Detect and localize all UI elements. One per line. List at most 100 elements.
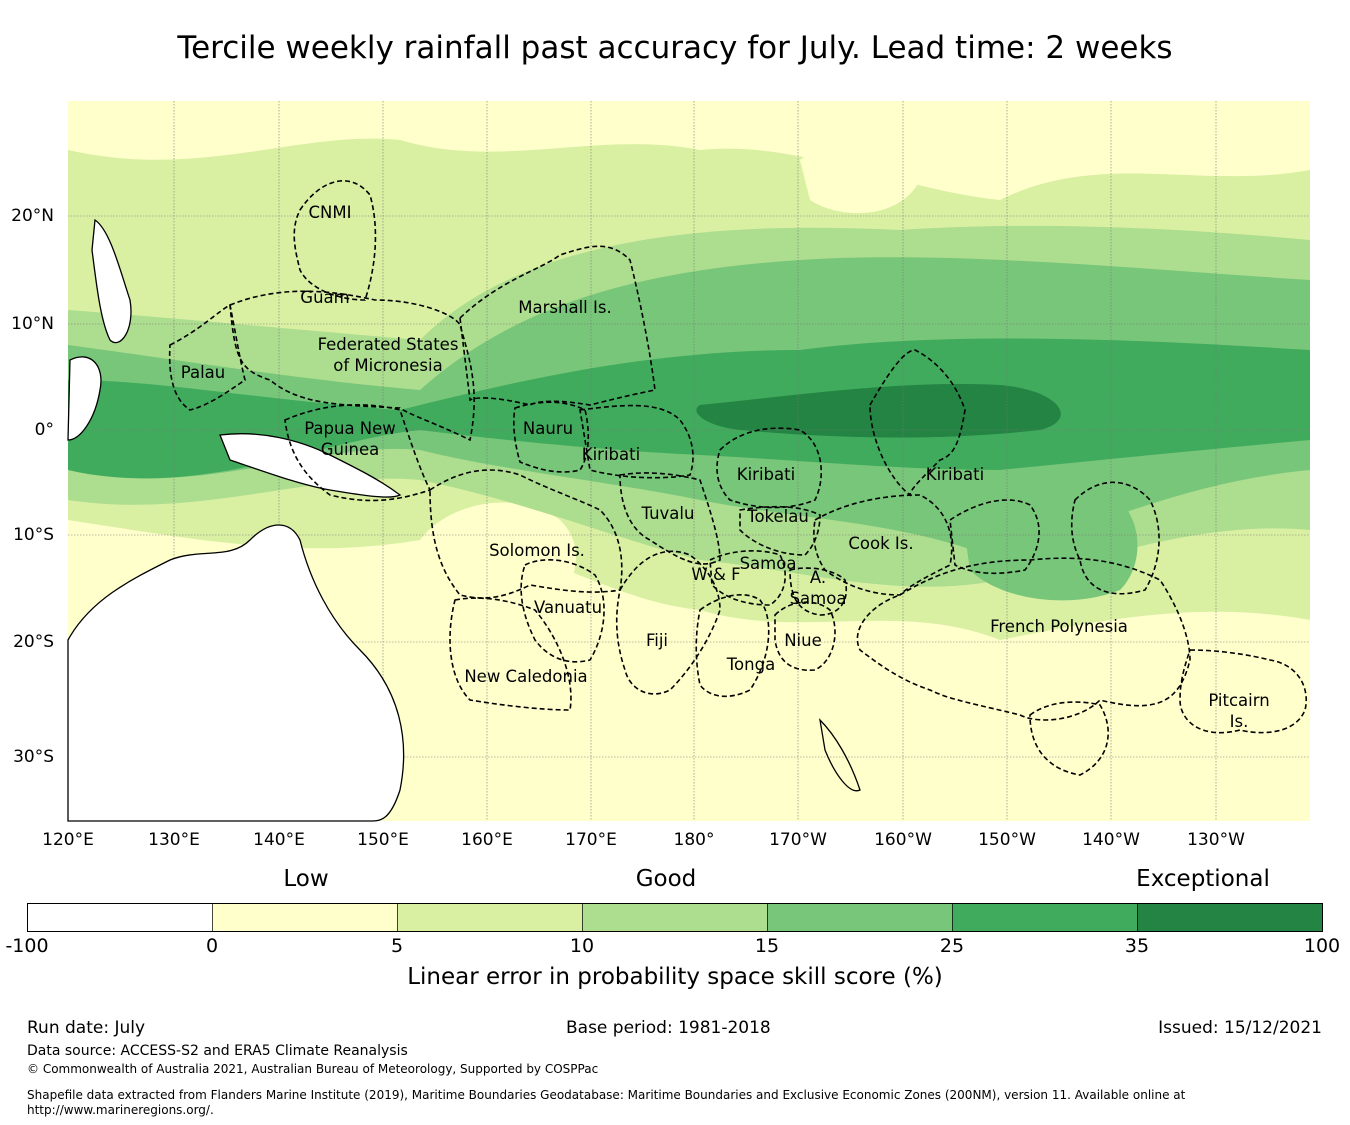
borneo-outline: [67, 356, 102, 441]
colorbar-bin: [1137, 903, 1323, 932]
lon-tick-150W: 150°W: [978, 830, 1036, 850]
eez-boundary: [695, 594, 770, 698]
region-label: New Caledonia: [464, 667, 587, 686]
region-label: Nauru: [523, 419, 573, 438]
region-label-line: Federated States: [318, 335, 459, 354]
region-label-line: Vanuatu: [534, 598, 602, 617]
lon-tick-140W: 140°W: [1082, 830, 1140, 850]
region-label-line: W & F: [691, 565, 740, 584]
region-label: Tuvalu: [641, 504, 695, 523]
lon-tick-160W: 160°W: [874, 830, 932, 850]
shapefile-url-text[interactable]: http://www.marineregions.org/.: [27, 1103, 214, 1117]
low-skill-patch-a: [414, 502, 577, 640]
base-period: Base period: 1981-2018: [566, 1018, 771, 1038]
colorbar-bin: [767, 903, 953, 932]
eez-boundary: [459, 245, 656, 406]
lon-tick-170W: 170°W: [769, 830, 827, 850]
region-label: A. Samoa: [790, 568, 847, 608]
new-guinea-outline: [219, 433, 402, 498]
region-label: Guam: [300, 288, 349, 307]
region-label-line: Pitcairn: [1208, 691, 1269, 710]
eez-boundary: [229, 290, 475, 442]
skill-band-15-25-b: [960, 483, 1138, 601]
colorbar-tick-5: 5: [390, 935, 404, 957]
legend-good: Good: [635, 866, 697, 892]
region-labels: CNMI Guam Marshall Is. Federated States of M…: [181, 203, 1270, 731]
shapefile-url[interactable]: http://www.marineregions.org/.: [27, 1103, 214, 1117]
lon-tick-140E: 140°E: [253, 830, 305, 850]
region-label: Tonga: [726, 655, 775, 674]
region-label: French Polynesia: [990, 617, 1128, 636]
colorbar-tick-10: 10: [569, 935, 595, 957]
colorbar-bin: [582, 903, 768, 932]
region-label: Cook Is.: [848, 534, 913, 553]
region-label: Federated States of Micronesia: [318, 335, 459, 375]
region-label-line: Kiribati: [582, 445, 640, 464]
region-label-line: Palau: [181, 363, 225, 382]
lat-tick-30S: 30°S: [13, 747, 54, 767]
region-label-line: Marshall Is.: [518, 298, 611, 317]
region-label-line: Tonga: [726, 655, 775, 674]
graticule: [68, 101, 1310, 821]
region-label: Samoa: [740, 554, 797, 573]
new-zealand-north-outline: [819, 718, 861, 792]
lat-tick-20N: 20°N: [11, 206, 54, 226]
region-label: W & F: [691, 565, 740, 584]
region-label-line: Tuvalu: [641, 504, 695, 523]
lon-tick-130W: 130°W: [1187, 830, 1245, 850]
eez-boundary: [168, 303, 246, 411]
region-label-line: Niue: [784, 631, 822, 650]
region-label: Solomon Is.: [489, 541, 585, 560]
eez-boundary: [869, 349, 966, 497]
map-title: Tercile weekly rainfall past accuracy fo…: [177, 30, 1173, 66]
region-label: Tokelau: [746, 507, 809, 526]
region-label-line: Tokelau: [746, 507, 809, 526]
region-label: Fiji: [646, 631, 668, 650]
region-label-line: CNMI: [309, 203, 352, 222]
colorbar-label: Linear error in probability space skill …: [407, 964, 943, 990]
region-label-line: Samoa: [740, 554, 797, 573]
region-label: Pitcairn Is.: [1208, 691, 1269, 731]
region-label: Kiribati: [737, 465, 795, 484]
region-label-line: Kiribati: [737, 465, 795, 484]
region-label-line: Solomon Is.: [489, 541, 585, 560]
colorbar-tick-35: 35: [1124, 935, 1150, 957]
colorbar-tick-15: 15: [754, 935, 780, 957]
region-label: Palau: [181, 363, 225, 382]
region-label-line: Cook Is.: [848, 534, 913, 553]
region-label-line: New Caledonia: [464, 667, 587, 686]
region-label-line: of Micronesia: [333, 356, 442, 375]
low-skill-patch-b: [800, 142, 920, 214]
lat-tick-10S: 10°S: [13, 525, 54, 545]
skill-band-25-35: [68, 338, 1310, 479]
lon-tick-170E: 170°E: [565, 830, 617, 850]
region-label: CNMI: [309, 203, 352, 222]
colorbar-bin: [397, 903, 583, 932]
land-outlines: [67, 218, 861, 822]
eez-boundary: [1029, 701, 1109, 776]
colorbar-bins: [27, 903, 1323, 932]
region-label-line: Guinea: [321, 440, 380, 459]
lon-tick-130E: 130°E: [148, 830, 200, 850]
colorbar: [27, 903, 1323, 932]
run-date: Run date: July: [27, 1018, 146, 1038]
eez-boundary: [520, 559, 605, 663]
shapefile-credit: Shapefile data extracted from Flanders M…: [27, 1088, 1186, 1102]
legend-exceptional: Exceptional: [1136, 866, 1270, 892]
skill-band-35-100: [696, 384, 1061, 438]
region-label-line: Papua New: [304, 419, 396, 438]
eez-boundary: [1070, 481, 1160, 595]
eez-boundary: [716, 427, 823, 509]
lat-tick-0: 0°: [34, 420, 54, 440]
map-field: [68, 101, 1310, 821]
philippines-outline: [91, 218, 132, 344]
eez-boundary: [739, 505, 821, 556]
eez-boundary: [789, 567, 847, 616]
colorbar-tick-m100: -100: [5, 935, 49, 957]
region-label-line: A.: [810, 568, 826, 587]
eez-boundary: [774, 601, 836, 671]
lon-tick-160E: 160°E: [461, 830, 513, 850]
eez-boundary: [619, 472, 721, 565]
region-label-line: Samoa: [790, 589, 847, 608]
